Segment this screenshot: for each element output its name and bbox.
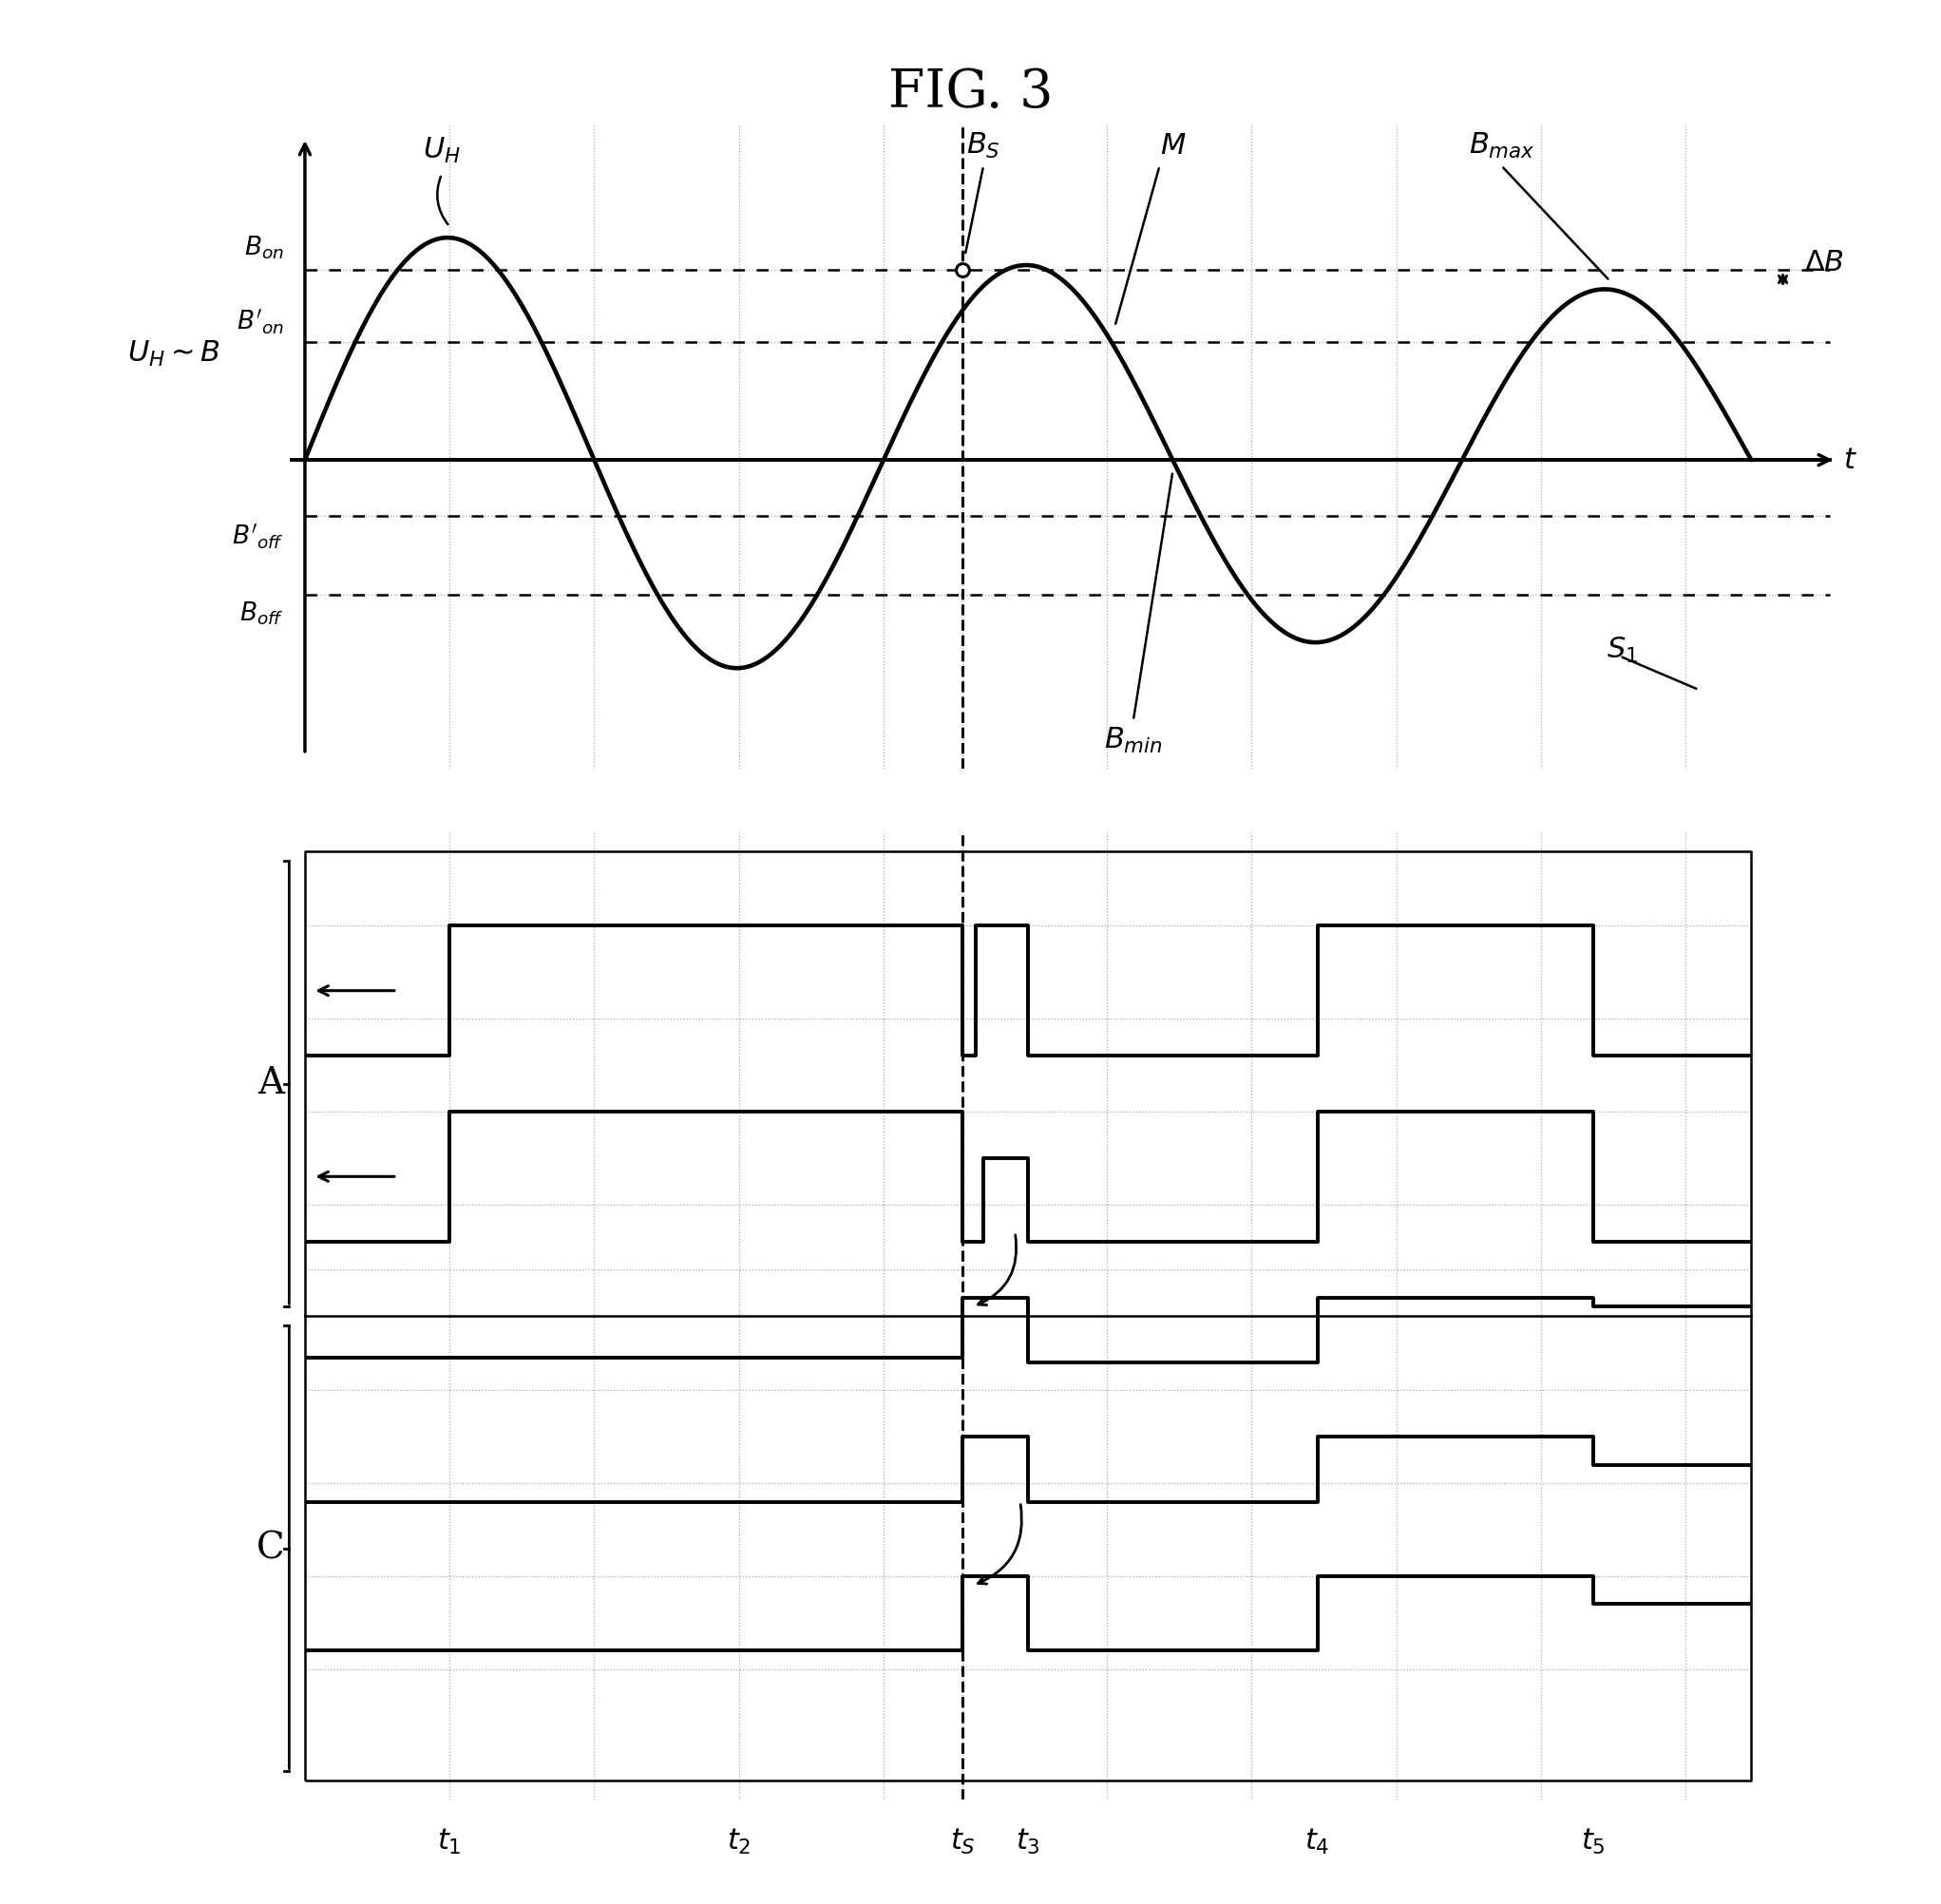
Text: $t_2$: $t_2$: [726, 1828, 751, 1856]
Text: $t_4$: $t_4$: [1304, 1828, 1330, 1856]
Text: $B_{max}$: $B_{max}$: [1469, 131, 1535, 160]
Text: $B_{on}$: $B_{on}$: [245, 234, 283, 261]
Text: $B_{min}$: $B_{min}$: [1104, 725, 1163, 756]
Text: $B'_{off}$: $B'_{off}$: [231, 522, 283, 550]
Text: $U_H$: $U_H$: [423, 137, 460, 166]
Text: $U_H \sim B$: $U_H \sim B$: [126, 339, 219, 367]
Text: C: C: [256, 1531, 285, 1565]
Text: A: A: [258, 1066, 283, 1101]
Text: $t_S$: $t_S$: [949, 1828, 974, 1856]
Text: $t_5$: $t_5$: [1582, 1828, 1605, 1856]
Text: $M$: $M$: [1159, 131, 1186, 160]
Text: $S_1$: $S_1$: [1607, 636, 1638, 664]
Text: $t_3$: $t_3$: [1015, 1828, 1040, 1856]
Text: $B'_{on}$: $B'_{on}$: [237, 308, 283, 337]
Text: FIG. 3: FIG. 3: [889, 67, 1052, 118]
Text: $t_1$: $t_1$: [437, 1828, 462, 1856]
Text: $t$: $t$: [1844, 446, 1858, 474]
Text: $B_{off}$: $B_{off}$: [239, 600, 283, 626]
Text: $\Delta B$: $\Delta B$: [1803, 248, 1844, 278]
Text: $B_S$: $B_S$: [967, 131, 1000, 160]
